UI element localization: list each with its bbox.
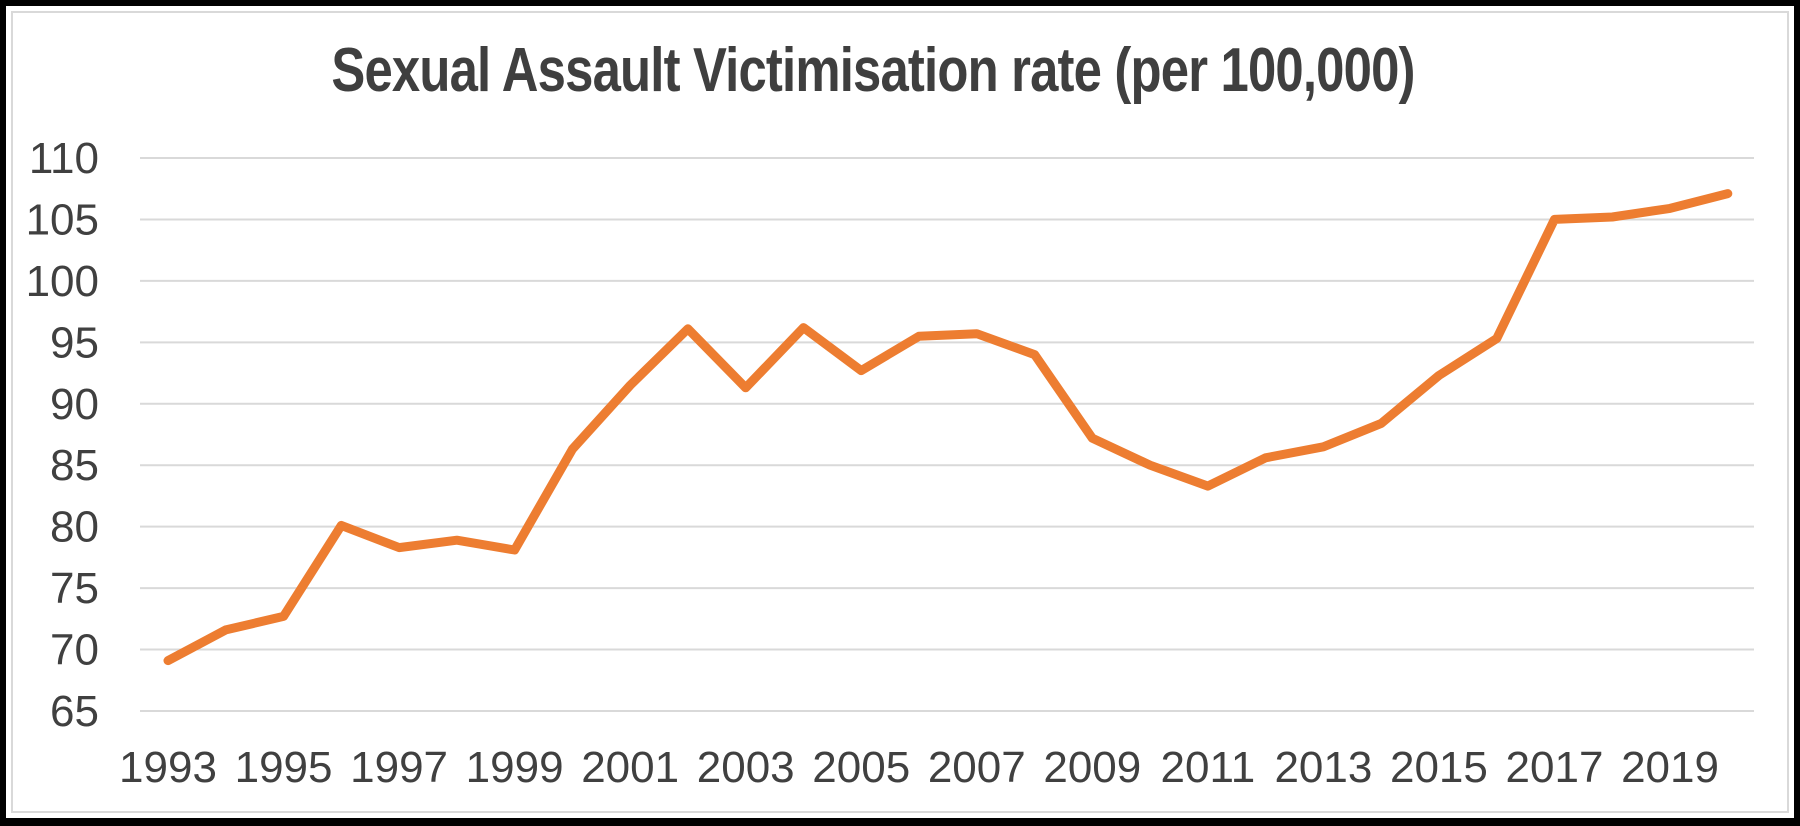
- y-axis-tick-label: 100: [26, 257, 99, 306]
- x-axis-tick-label: 1999: [466, 743, 564, 792]
- x-axis-tick-label: 2007: [928, 743, 1026, 792]
- chart-title: Sexual Assault Victimisation rate (per 1…: [331, 36, 1415, 105]
- chart-area: Sexual Assault Victimisation rate (per 1…: [11, 11, 1789, 813]
- x-axis-tick-label: 1997: [350, 743, 448, 792]
- x-axis-tick-label: 2011: [1161, 743, 1256, 792]
- x-axis-tick-label: 1993: [119, 743, 217, 792]
- y-axis-tick-label: 95: [50, 318, 99, 367]
- x-axis-tick-label: 2013: [1274, 743, 1372, 792]
- y-axis-tick-label: 70: [50, 626, 99, 675]
- y-axis-tick-label: 75: [50, 564, 99, 613]
- y-axis-tick-label: 105: [26, 195, 99, 244]
- y-axis-tick-label: 80: [50, 503, 99, 552]
- x-axis-tick-label: 1995: [235, 743, 333, 792]
- chart-frame: Sexual Assault Victimisation rate (per 1…: [6, 6, 1794, 818]
- x-axis-tick-label: 2015: [1390, 743, 1488, 792]
- x-axis-tick-label: 2019: [1621, 743, 1719, 792]
- x-axis-tick-label: 2005: [812, 743, 910, 792]
- y-axis-tick-label: 65: [50, 687, 99, 736]
- x-axis-tick-label: 2017: [1506, 743, 1604, 792]
- x-axis-tick-label: 2009: [1043, 743, 1141, 792]
- x-axis-tick-label: 2003: [697, 743, 795, 792]
- series-line-victimisation-rate: [163, 189, 1733, 666]
- y-axis-tick-label: 110: [29, 134, 99, 183]
- y-axis-tick-label: 90: [50, 380, 99, 429]
- y-axis-tick-label: 85: [50, 441, 99, 490]
- x-axis-tick-label: 2001: [581, 743, 679, 792]
